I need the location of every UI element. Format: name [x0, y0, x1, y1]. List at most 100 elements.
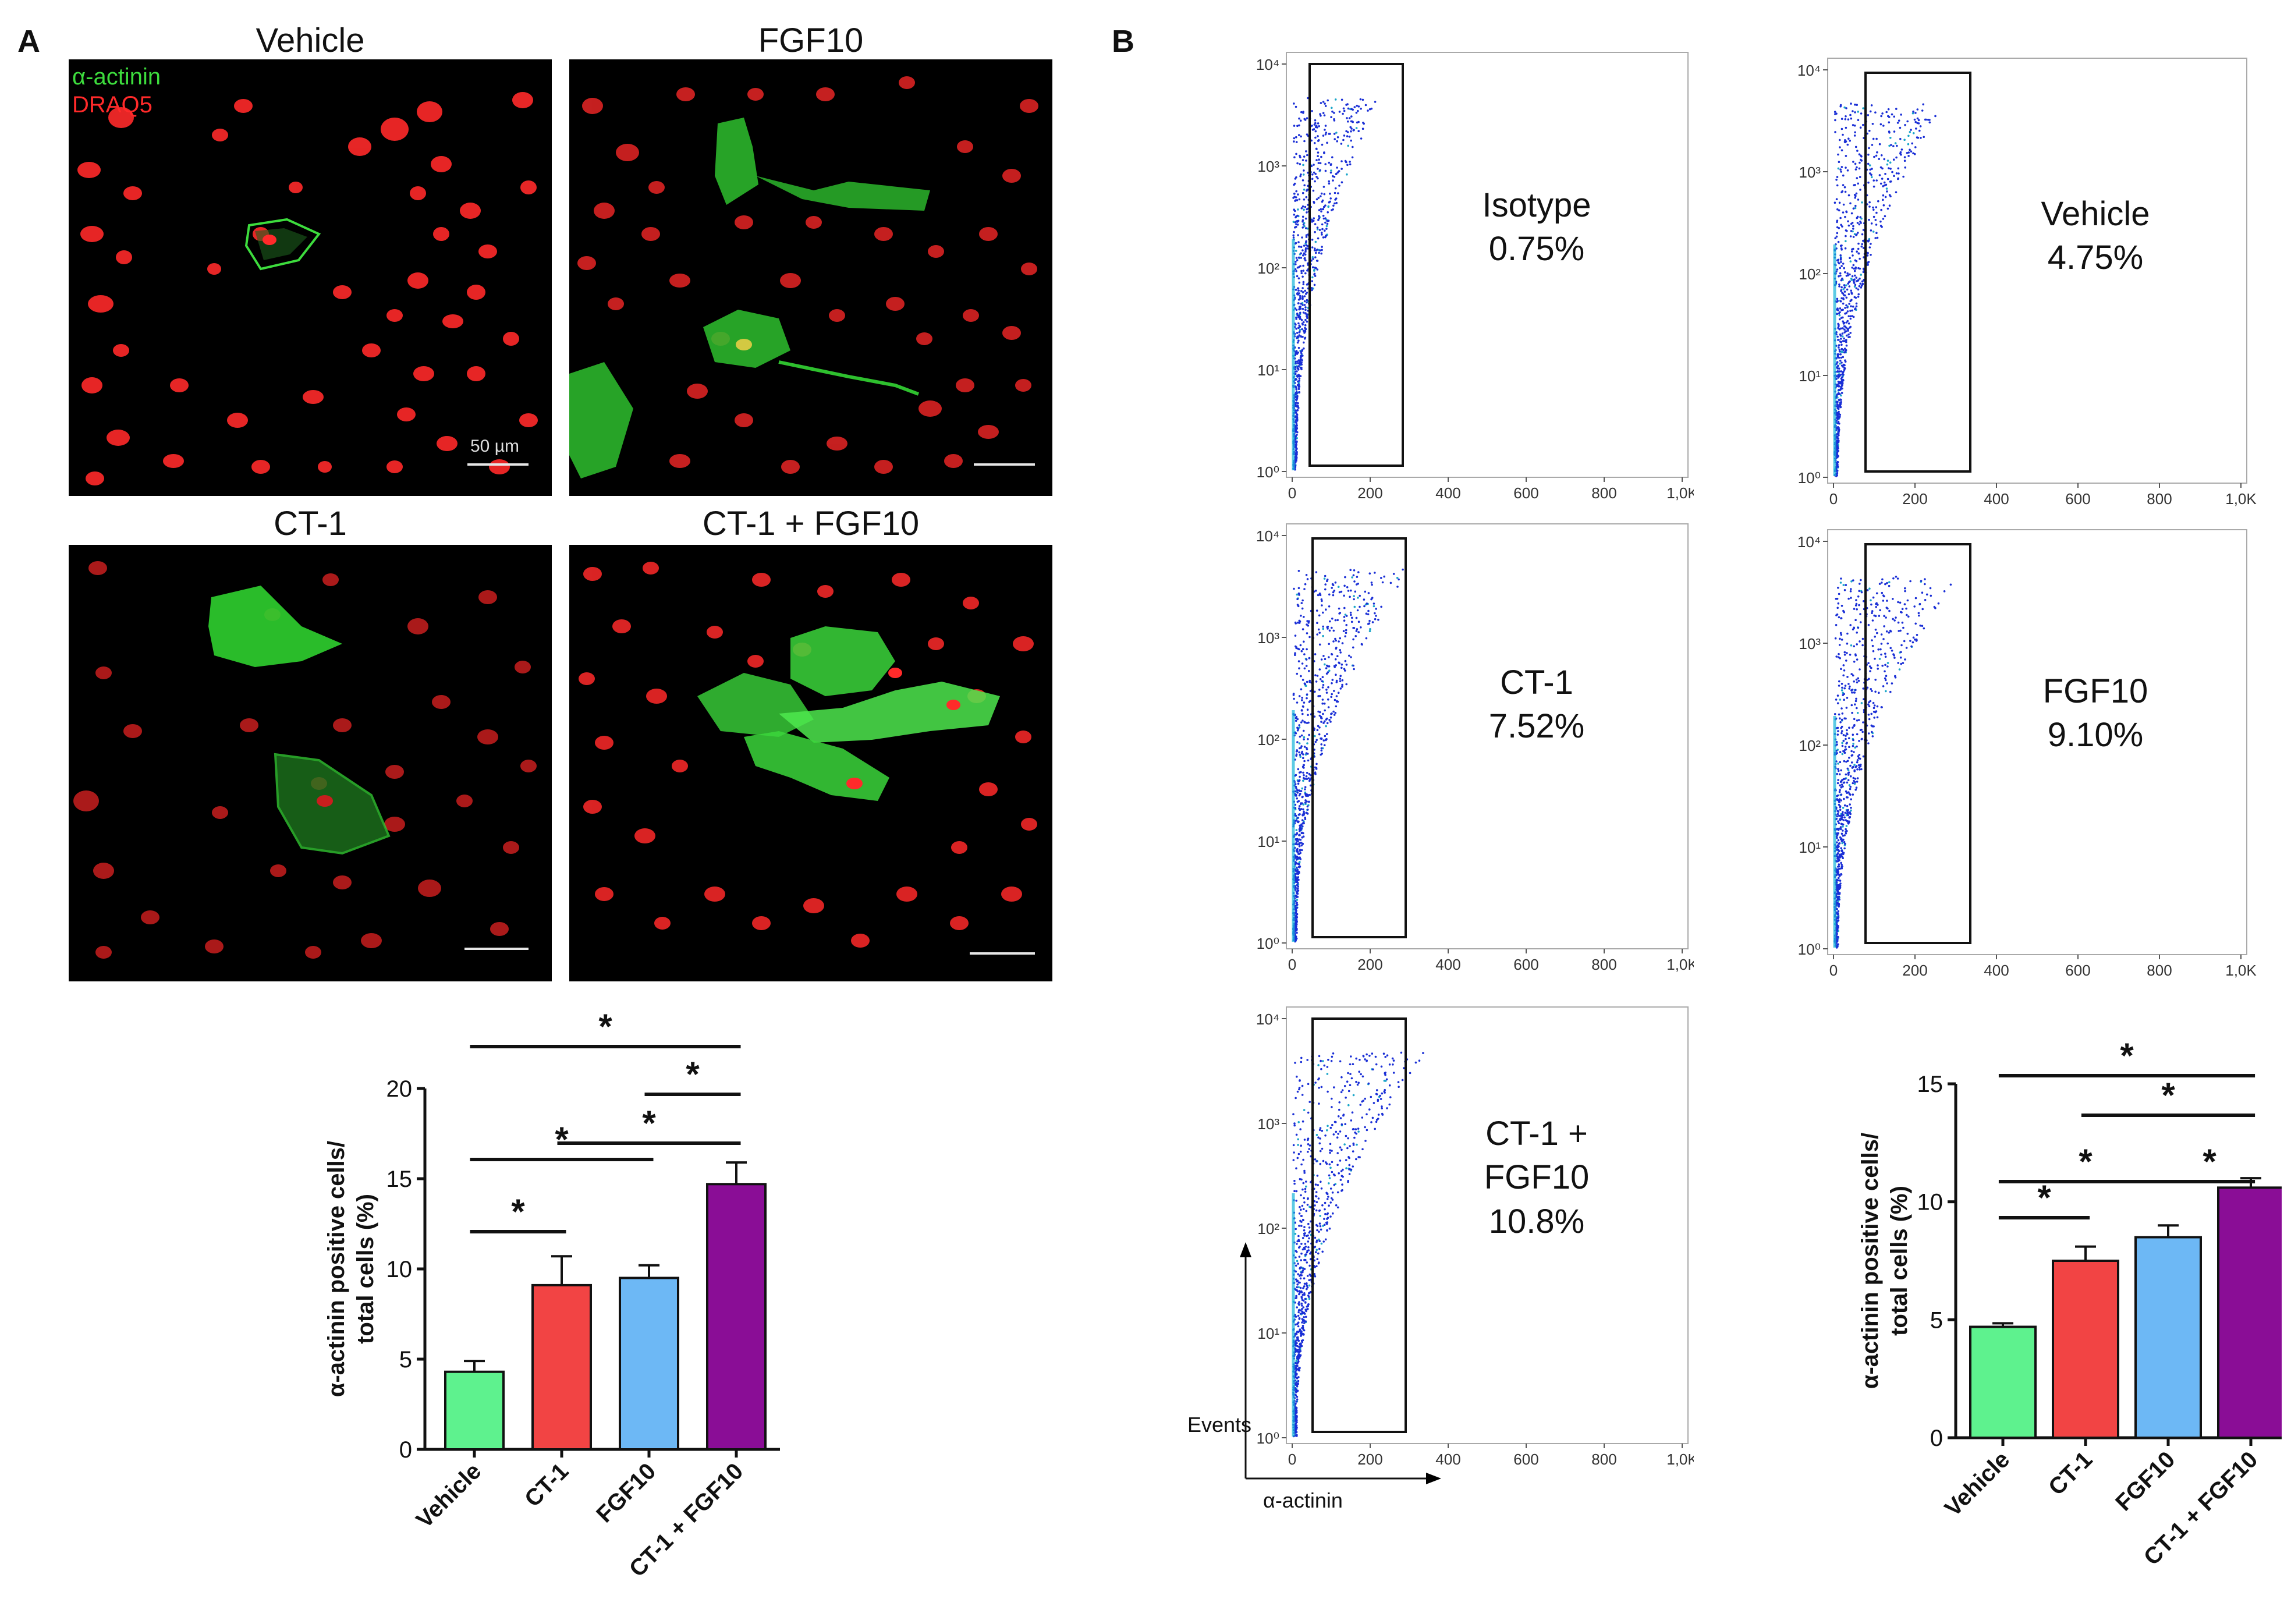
event-dot: [1841, 350, 1844, 353]
event-dot: [1322, 112, 1325, 114]
event-dot: [1313, 1200, 1316, 1203]
event-dot: [1320, 1180, 1322, 1183]
event-dot: [1318, 614, 1321, 617]
event-dot: [1320, 743, 1322, 746]
y-tick-label: 10: [386, 1257, 413, 1282]
event-dot: [1909, 640, 1911, 642]
event-dot: [1299, 834, 1301, 836]
event-dot: [1299, 163, 1301, 165]
event-dot: [1295, 732, 1297, 735]
event-dot: [1934, 607, 1937, 609]
event-dot: [1315, 1265, 1318, 1268]
event-dot: [1891, 682, 1893, 685]
event-dot: [1319, 113, 1321, 115]
event-dot: [1838, 346, 1840, 349]
event-dot: [1370, 107, 1373, 110]
event-dot: [1316, 228, 1319, 231]
event-dot: [1296, 266, 1299, 269]
event-dot: [1312, 219, 1315, 222]
event-dot: [1360, 643, 1363, 646]
event-dot: [1843, 847, 1846, 850]
bar: [2217, 1186, 2282, 1439]
event-dot: [1292, 694, 1295, 696]
event-dot: [1365, 637, 1368, 640]
event-dot: [1871, 639, 1873, 641]
event-dot: [1296, 881, 1299, 884]
event-dot: [1835, 235, 1838, 238]
event-dot: [1847, 220, 1849, 223]
event-dot: [1304, 318, 1307, 321]
event-dot: [1324, 738, 1327, 741]
event-dot: [1303, 1109, 1306, 1111]
event-dot: [1339, 651, 1342, 654]
event-dot: [1296, 797, 1298, 800]
event-dot: [1888, 581, 1891, 583]
event-dot: [1850, 798, 1852, 800]
event-dot: [1324, 663, 1326, 666]
event-dot: [1895, 172, 1898, 175]
event-dot: [1872, 596, 1875, 599]
event-dot: [1307, 97, 1309, 100]
event-dot: [1298, 1346, 1300, 1348]
event-dot: [1853, 782, 1856, 785]
event-dot: [1310, 287, 1313, 289]
event-dot: [1297, 856, 1300, 859]
event-dot: [1296, 1336, 1298, 1339]
event-dot: [1854, 308, 1856, 311]
event-dot: [1844, 746, 1847, 748]
event-dot: [1371, 621, 1374, 623]
event-dot: [1329, 1126, 1332, 1129]
event-dot: [1299, 792, 1301, 795]
event-dot: [1305, 1180, 1307, 1183]
event-dot: [1299, 790, 1301, 792]
event-dot: [1326, 722, 1329, 725]
event-dot: [1340, 1076, 1343, 1079]
event-dot: [1834, 131, 1836, 133]
event-dot: [1856, 745, 1858, 748]
event-dot: [1852, 225, 1854, 228]
event-dot: [1303, 738, 1305, 740]
event-dot: [1296, 892, 1298, 895]
event-dot: [1300, 1221, 1303, 1223]
event-dot: [1296, 1365, 1299, 1367]
event-dot: [1335, 705, 1338, 708]
event-dot: [1357, 583, 1359, 585]
event-dot: [1895, 576, 1898, 578]
event-dot: [1858, 153, 1861, 155]
event-dot: [1346, 117, 1348, 119]
event-dot: [1888, 609, 1891, 612]
event-dot: [1301, 607, 1304, 610]
event-dot: [1884, 670, 1886, 673]
event-dot: [1303, 304, 1306, 306]
event-dot: [1384, 1091, 1386, 1094]
event-dot: [1306, 1059, 1308, 1061]
event-dot: [1845, 707, 1848, 709]
event-dot: [1867, 162, 1870, 165]
event-dot: [1840, 261, 1842, 263]
event-dot: [1842, 807, 1845, 809]
event-dot: [1302, 705, 1304, 708]
event-dot: [1914, 597, 1917, 600]
event-dot: [1297, 605, 1300, 608]
event-dot: [1303, 616, 1305, 618]
event-dot: [1300, 111, 1303, 114]
event-dot: [1300, 615, 1302, 617]
event-dot: [1321, 604, 1323, 607]
event-dot: [1838, 680, 1840, 683]
event-dot: [1317, 139, 1320, 141]
event-dot: [1310, 1278, 1312, 1281]
event-dot: [1334, 1174, 1336, 1176]
event-dot: [1295, 328, 1297, 330]
significance-star: *: [2161, 1076, 2175, 1115]
event-dot: [1317, 122, 1320, 125]
event-dot: [1858, 285, 1861, 288]
event-dot: [1317, 1252, 1320, 1255]
event-dot: [1296, 1345, 1299, 1348]
event-dot: [1874, 615, 1877, 618]
event-dot: [1336, 136, 1339, 139]
event-dot: [1329, 192, 1331, 195]
event-dot: [1356, 121, 1359, 124]
event-dot: [1324, 163, 1327, 165]
event-dot: [1313, 283, 1316, 286]
event-dot: [1335, 647, 1338, 649]
